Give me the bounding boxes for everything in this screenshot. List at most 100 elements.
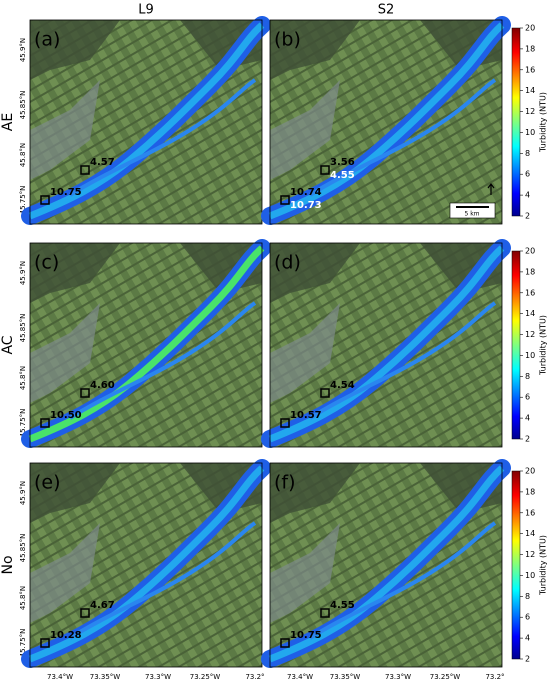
river-core [28,465,265,663]
lat-tick-label: 45.85°N [19,534,27,563]
site-marker [320,388,330,398]
panel-label: (e) [34,472,61,494]
scale-bar-label: 5 km [464,211,479,218]
panel-frame [269,19,503,225]
colorbar-tick-label: 8 [525,372,530,381]
colorbar-tick-label: 2 [525,435,530,444]
site-value: 4.60 [90,380,115,391]
river-channel [68,78,257,197]
site-value: 10.50 [50,410,82,421]
colorbar-tick-label: 16 [525,65,535,74]
forest-area [270,463,502,523]
colorbar-tick-label: 4 [525,191,530,200]
colorbar-tick-label: 8 [525,149,530,158]
site-marker [80,388,90,398]
map-panel: (e) 4.67 10.28 [21,459,271,668]
river-core [268,22,505,220]
colorbar-tick-label: 20 [525,467,535,476]
lon-tick-label: 73.4°W [287,673,313,681]
site-value: 10.28 [50,630,82,641]
colorbar-tick-label: 20 [525,24,535,33]
panel-frame [29,19,263,225]
colorbar [511,27,521,217]
urban-area [270,523,340,623]
colorbar-tick-label: 2 [525,655,530,664]
colorbar [511,250,521,440]
river-core [28,245,265,443]
colorbar-tick-label: 14 [525,86,535,95]
colorbar-tick-label: 16 [525,288,535,297]
lat-tick-label: 45.75°N [19,409,27,438]
panel-label: (c) [34,252,59,274]
river-channel [308,78,497,197]
lon-tick-label: 73.3°W [145,673,171,681]
colorbar-tick-label: 10 [525,351,535,360]
river-channel [68,521,257,640]
north-arrow [487,183,495,195]
site-value: 10.75 [290,630,322,641]
lon-tick-label: 73.35°W [90,673,121,681]
lat-tick-label: 45.9°N [19,261,27,285]
colorbar-tick-label: 6 [525,613,530,622]
colorbar-tick-label: 2 [525,212,530,221]
map-panel: (f) 4.55 10.75 [261,459,511,668]
colorbar [511,470,521,660]
colorbar-tick-label: 10 [525,128,535,137]
colorbar-tick-label: 14 [525,529,535,538]
site-value-white: 4.55 [330,170,355,181]
site-value: 10.57 [290,410,322,421]
urban-area [30,303,100,403]
panel-label: (b) [274,29,301,51]
colorbar-tick-label: 6 [525,393,530,402]
site-marker [80,165,90,175]
lat-tick-label: 45.9°N [19,38,27,62]
site-marker [280,195,290,205]
river-core [268,245,505,443]
panel-frame [29,242,263,448]
colorbar-tick-label: 12 [525,107,535,116]
river-core [268,465,505,663]
colorbar-tick-label: 18 [525,487,535,496]
site-value: 4.57 [90,157,115,168]
lon-tick-label: 73.25°W [190,673,221,681]
panel-label: (f) [274,472,296,494]
site-marker [40,638,50,648]
river-channel [68,301,257,420]
colorbar-tick-label: 8 [525,592,530,601]
forest-area [270,20,502,80]
urban-area [270,80,340,180]
panel-frame [269,462,503,668]
lat-tick-label: 45.8°N [19,143,27,167]
colorbar-tick-label: 12 [525,550,535,559]
panel-label: (a) [34,29,60,51]
site-marker [320,608,330,618]
colorbar-tick-label: 10 [525,571,535,580]
site-marker [40,195,50,205]
forest-area [30,243,262,303]
river-channel [308,521,497,640]
lat-tick-label: 45.85°N [19,314,27,343]
site-marker [40,418,50,428]
lon-tick-label: 73.2° [245,673,264,681]
site-marker [280,638,290,648]
map-panel: (c) 4.60 10.50 [21,239,271,448]
site-value: 4.55 [330,600,355,611]
lat-tick-label: 45.75°N [19,186,27,215]
panel-frame [269,242,503,448]
panel-frame [29,462,263,668]
urban-area [30,80,100,180]
site-value: 10.75 [50,187,82,198]
map-panel: (b) 3.56 10.74 4.55 10.73 5 km [261,16,511,225]
site-marker [80,608,90,618]
colorbar-tick-label: 20 [525,247,535,256]
lon-tick-label: 73.3°W [385,673,411,681]
map-panel: (d) 4.54 10.57 [261,239,511,448]
forest-area [270,243,502,303]
site-value: 3.56 [330,157,355,168]
site-marker [320,165,330,175]
lon-tick-label: 73.2° [485,673,504,681]
colorbar-label: Turbidity (NTU) [539,315,548,376]
lat-tick-label: 45.8°N [19,366,27,390]
row-label: No [0,555,16,574]
